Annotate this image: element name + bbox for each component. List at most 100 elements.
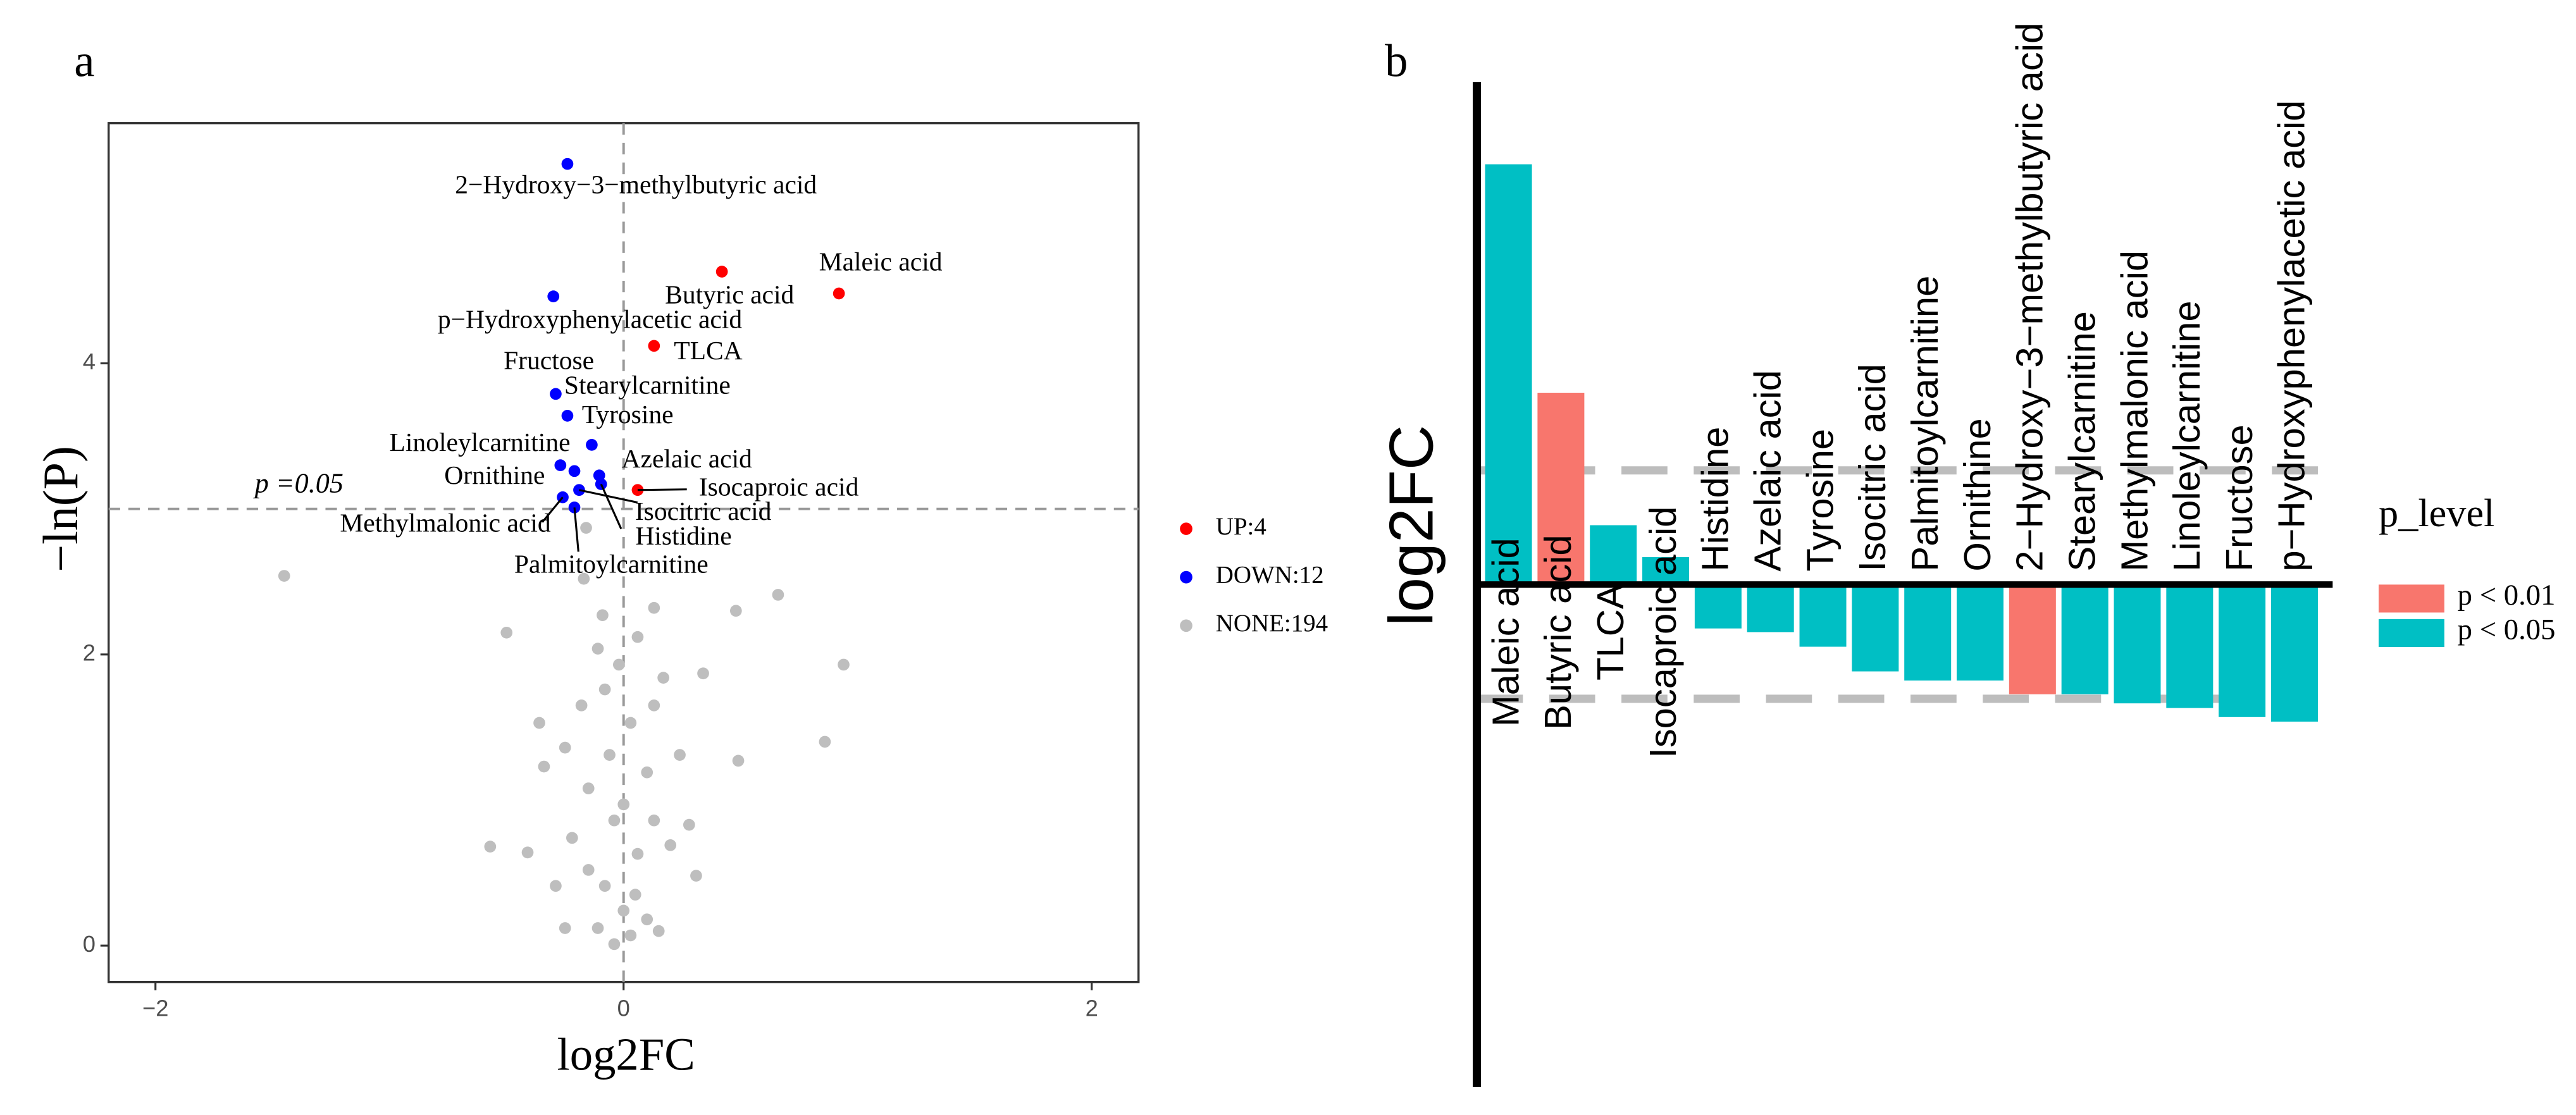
leader-line bbox=[541, 496, 564, 523]
category-label: Tyrosine bbox=[1799, 429, 1841, 572]
legend-label: DOWN:12 bbox=[1216, 562, 1324, 589]
point bbox=[648, 699, 660, 712]
point bbox=[690, 870, 702, 882]
legend-title: p_level bbox=[2379, 491, 2494, 535]
point bbox=[547, 290, 560, 302]
point-label: Linoleylcarnitine bbox=[390, 428, 571, 457]
point bbox=[582, 864, 595, 876]
bar bbox=[1904, 584, 1952, 681]
point bbox=[683, 818, 695, 831]
point bbox=[533, 717, 545, 729]
legend-label: p < 0.01 bbox=[2458, 579, 2556, 612]
bar bbox=[2061, 584, 2108, 694]
point-label: Ornithine bbox=[444, 460, 545, 490]
point bbox=[598, 880, 611, 892]
point bbox=[617, 798, 630, 811]
point bbox=[657, 672, 669, 684]
x-tick-label: −2 bbox=[142, 995, 168, 1021]
category-label: Methylmalonic acid bbox=[2113, 250, 2155, 572]
legend-marker bbox=[1180, 570, 1192, 584]
point bbox=[674, 749, 686, 761]
bar bbox=[2166, 584, 2214, 708]
point-label: Methylmalonic acid bbox=[340, 508, 551, 537]
category-label: Maleic acid bbox=[1484, 538, 1526, 727]
bar bbox=[1852, 584, 1899, 672]
category-label: Ornithine bbox=[1956, 418, 1998, 571]
legend-label: NONE:194 bbox=[1216, 610, 1328, 637]
point bbox=[648, 340, 660, 352]
y-tick-label: 4 bbox=[83, 348, 96, 374]
bar bbox=[1590, 525, 1637, 585]
point bbox=[500, 626, 513, 639]
legend-label: p < 0.05 bbox=[2458, 613, 2556, 646]
x-tick-label: 2 bbox=[1086, 995, 1098, 1021]
point bbox=[591, 922, 604, 934]
legend-label: UP:4 bbox=[1216, 513, 1266, 540]
point bbox=[538, 760, 550, 773]
point bbox=[586, 439, 598, 451]
point bbox=[484, 841, 497, 853]
point bbox=[575, 699, 588, 712]
x-tick-label: 0 bbox=[617, 995, 630, 1021]
point bbox=[521, 846, 534, 859]
category-label: Butyric acid bbox=[1537, 534, 1579, 730]
category-label: Stearylcarnitine bbox=[2060, 311, 2103, 571]
point bbox=[629, 889, 641, 901]
point bbox=[580, 522, 592, 534]
point-label: Fructose bbox=[504, 345, 594, 374]
bar bbox=[2219, 584, 2266, 717]
panel-label: a bbox=[74, 35, 94, 87]
y-tick-label: 2 bbox=[83, 639, 96, 665]
point-label: Stearylcarnitine bbox=[564, 370, 731, 399]
point bbox=[631, 847, 644, 860]
category-label: 2−Hydroxy−3−methylbutyric acid bbox=[2009, 23, 2051, 572]
point bbox=[550, 880, 562, 892]
point bbox=[648, 814, 660, 827]
bar bbox=[1694, 584, 1742, 629]
bar bbox=[2114, 584, 2161, 704]
point-label: Maleic acid bbox=[819, 247, 943, 276]
point-label: 2−Hydroxy−3−methylbutyric acid bbox=[455, 170, 817, 199]
point bbox=[612, 658, 625, 671]
point bbox=[652, 925, 665, 937]
point bbox=[664, 839, 677, 851]
point bbox=[729, 605, 742, 617]
panel-label: b bbox=[1385, 35, 1408, 87]
point bbox=[833, 287, 845, 300]
point bbox=[566, 832, 578, 844]
point-label: p−Hydroxyphenylacetic acid bbox=[438, 304, 742, 333]
point bbox=[838, 658, 850, 671]
y-axis-title: log2FC bbox=[1377, 425, 1446, 626]
point bbox=[591, 643, 604, 655]
point bbox=[608, 814, 621, 827]
y-tick-label: 0 bbox=[83, 931, 96, 957]
bar bbox=[1485, 164, 1532, 585]
point bbox=[624, 717, 637, 729]
point bbox=[732, 755, 745, 767]
legend-swatch bbox=[2379, 619, 2444, 648]
point bbox=[641, 913, 653, 926]
point bbox=[559, 741, 571, 754]
point bbox=[608, 938, 621, 951]
point bbox=[631, 631, 644, 643]
point bbox=[624, 929, 637, 942]
point-label: Isocaproic acid bbox=[699, 472, 859, 501]
legend-swatch bbox=[2379, 584, 2444, 613]
point-label: Isocitric acid bbox=[635, 496, 772, 526]
point-label: Histidine bbox=[635, 521, 731, 550]
point bbox=[568, 465, 581, 477]
point bbox=[617, 904, 630, 917]
point bbox=[559, 922, 571, 934]
threshold-annotation: p =0.05 bbox=[253, 468, 344, 499]
leader-line bbox=[600, 483, 622, 529]
point bbox=[561, 157, 574, 170]
category-label: TLCA bbox=[1589, 584, 1632, 681]
leader-line bbox=[573, 507, 579, 552]
point bbox=[715, 266, 728, 278]
point bbox=[561, 410, 574, 422]
point bbox=[550, 388, 562, 400]
point bbox=[641, 766, 653, 779]
